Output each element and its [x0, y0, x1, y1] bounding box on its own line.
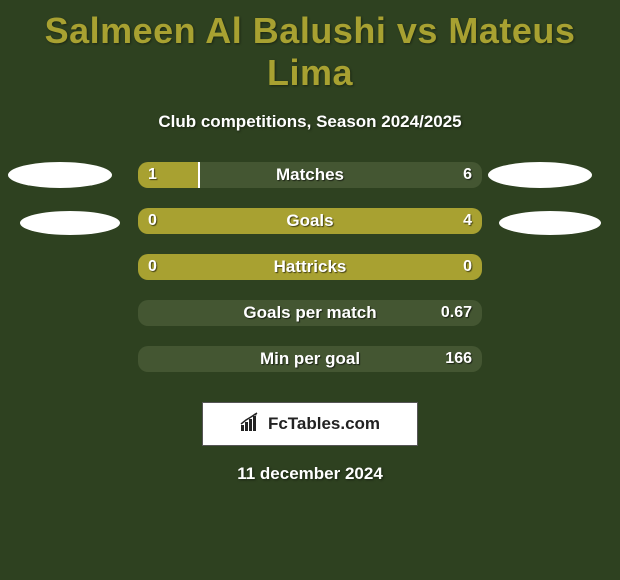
bar-right-fill — [138, 254, 482, 280]
bar-right-fill — [138, 208, 482, 234]
player-badge-left — [8, 162, 112, 188]
bar-separator — [198, 162, 200, 188]
bar-left-fill — [138, 162, 198, 188]
comparison-chart: 16Matches04Goals00Hattricks0.67Goals per… — [0, 162, 620, 392]
bar-right-fill — [138, 300, 482, 326]
stat-row: 166Min per goal — [0, 346, 620, 392]
stat-right-value: 0.67 — [441, 300, 472, 326]
stat-row: 16Matches — [0, 162, 620, 208]
date-text: 11 december 2024 — [0, 464, 620, 484]
page-subtitle: Club competitions, Season 2024/2025 — [0, 112, 620, 132]
player-badge-right — [499, 211, 601, 235]
stat-bar: 00Hattricks — [138, 254, 482, 280]
stat-bar: 166Min per goal — [138, 346, 482, 372]
stat-row: 00Hattricks — [0, 254, 620, 300]
stat-right-value: 6 — [463, 162, 472, 188]
stat-bar: 16Matches — [138, 162, 482, 188]
stat-left-value: 1 — [148, 162, 157, 188]
stat-right-value: 0 — [463, 254, 472, 280]
stat-bar: 04Goals — [138, 208, 482, 234]
bar-right-fill — [138, 346, 482, 372]
branding-box: FcTables.com — [202, 402, 418, 446]
stat-bar: 0.67Goals per match — [138, 300, 482, 326]
branding-text: FcTables.com — [268, 414, 380, 434]
stat-right-value: 166 — [445, 346, 472, 372]
bar-right-fill — [198, 162, 482, 188]
stat-row: 0.67Goals per match — [0, 300, 620, 346]
stat-right-value: 4 — [463, 208, 472, 234]
chart-logo-icon — [240, 412, 262, 437]
page-title: Salmeen Al Balushi vs Mateus Lima — [0, 0, 620, 94]
stat-row: 04Goals — [0, 208, 620, 254]
player-badge-right — [488, 162, 592, 188]
stat-left-value: 0 — [148, 208, 157, 234]
stat-left-value: 0 — [148, 254, 157, 280]
player-badge-left — [20, 211, 120, 235]
